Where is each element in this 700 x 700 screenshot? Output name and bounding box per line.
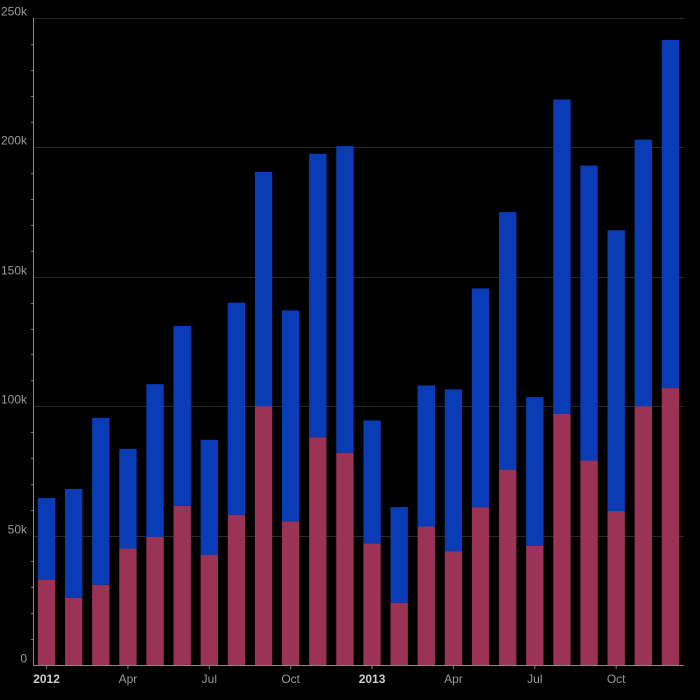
bar-2013-12-series-1 — [661, 40, 680, 389]
y-tick-label-2: 100k — [1, 393, 28, 407]
x-tick-label-1: Apr — [119, 672, 138, 686]
y-tick-label-1: 50k — [8, 523, 28, 537]
bar-2012-04-series-1 — [119, 448, 137, 549]
bar-2013-08-series-0 — [553, 413, 571, 665]
bar-2013-03-series-1 — [417, 385, 435, 527]
bar-2013-11-series-1 — [634, 139, 652, 407]
bar-2013-06-series-1 — [499, 212, 517, 470]
bar-2013-04-series-0 — [444, 551, 463, 665]
y-tick-label-5: 250k — [1, 5, 28, 19]
bar-2013-08-series-1 — [553, 99, 571, 414]
bar-2013-06-series-0 — [499, 469, 517, 665]
bar-2012-07-series-0 — [200, 555, 218, 665]
x-tick-label-3: Oct — [281, 672, 300, 686]
bar-2013-01-series-0 — [363, 543, 381, 665]
bar-2012-07-series-1 — [200, 439, 218, 556]
x-tick-label-6: Jul — [527, 672, 542, 686]
bar-2012-09-series-0 — [254, 406, 273, 665]
bar-2012-09-series-1 — [254, 171, 273, 407]
bar-2013-07-series-1 — [526, 397, 544, 546]
bar-2012-12-series-0 — [336, 452, 354, 665]
bar-2013-05-series-0 — [471, 507, 490, 665]
bar-2013-07-series-0 — [526, 545, 544, 665]
bar-2012-08-series-1 — [227, 302, 246, 515]
bar-2013-04-series-1 — [444, 389, 463, 552]
bar-2013-01-series-1 — [363, 420, 381, 544]
bar-2012-06-series-1 — [173, 325, 191, 506]
bar-2013-10-series-1 — [607, 230, 625, 512]
bar-2012-01-series-0 — [37, 579, 56, 665]
y-tick-label-4: 200k — [1, 134, 28, 148]
x-tick-label-2: Jul — [202, 672, 217, 686]
bar-2013-09-series-1 — [580, 165, 598, 461]
bar-2012-08-series-0 — [227, 514, 246, 665]
bar-2012-02-series-0 — [65, 597, 83, 665]
bar-2012-04-series-0 — [119, 548, 137, 665]
tick-labels: 0 50k 100k 150k 200k 250k 2012 Apr Jul Oct 2013 Apr… — [1, 5, 626, 687]
bar-2012-01-series-1 — [37, 498, 56, 580]
bar-2012-10-series-0 — [282, 521, 300, 665]
bar-2013-02-series-1 — [390, 507, 408, 603]
bar-2013-03-series-0 — [417, 526, 435, 665]
bar-2012-12-series-1 — [336, 146, 354, 453]
bar-2013-11-series-0 — [634, 406, 652, 665]
bar-2013-05-series-1 — [471, 288, 490, 508]
bar-2012-10-series-1 — [282, 310, 300, 522]
x-tick-label-7: Oct — [607, 672, 626, 686]
x-tick-label-5: Apr — [444, 672, 463, 686]
y-tick-label-0: 0 — [20, 652, 27, 666]
axes — [33, 18, 684, 669]
bar-2012-11-series-1 — [309, 153, 327, 438]
grid-lines — [33, 18, 684, 537]
bar-2012-03-series-0 — [92, 584, 110, 665]
bar-2013-02-series-0 — [390, 602, 408, 665]
x-tick-label-4: 2013 — [359, 672, 386, 686]
bar-2013-09-series-0 — [580, 460, 598, 665]
y-tick-label-3: 150k — [1, 264, 28, 278]
bar-2013-12-series-0 — [661, 388, 680, 665]
bar-2012-05-series-0 — [146, 536, 164, 665]
bar-2012-03-series-1 — [92, 417, 110, 585]
bars — [37, 40, 680, 665]
bar-2012-06-series-0 — [173, 505, 191, 665]
bar-2012-05-series-1 — [146, 384, 164, 537]
bar-2012-11-series-0 — [309, 437, 327, 665]
bar-2013-10-series-0 — [607, 511, 625, 665]
x-tick-label-0: 2012 — [33, 672, 60, 686]
bar-2012-02-series-1 — [65, 489, 83, 598]
